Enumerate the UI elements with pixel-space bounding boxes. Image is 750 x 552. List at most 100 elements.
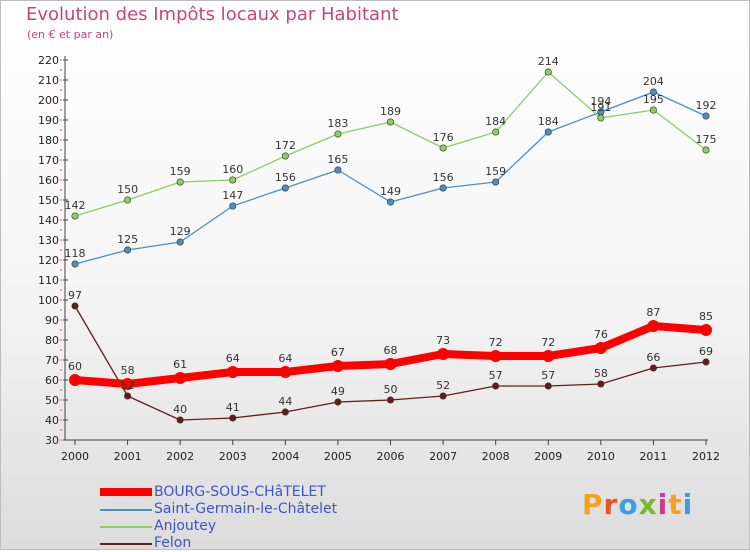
data-label: 67 (331, 346, 345, 359)
data-label: 66 (646, 351, 660, 364)
data-labels-layer: 118 125 129 147 156 165 149 156 159 184 194 204 192 1… (65, 55, 717, 416)
data-point (437, 348, 450, 360)
data-label: 189 (380, 105, 401, 118)
data-label: 60 (68, 360, 82, 373)
logo-letter: o (618, 488, 639, 521)
data-label: 160 (222, 163, 243, 176)
chart-subtitle: (en € et par an) (27, 28, 114, 41)
data-label: 64 (226, 352, 240, 365)
data-label: 50 (384, 383, 398, 396)
y-tick-label: 120 (38, 254, 59, 267)
x-tick-label: 2000 (61, 450, 89, 463)
data-point (279, 366, 292, 378)
data-point (281, 408, 289, 416)
data-point (489, 350, 502, 362)
data-point (281, 152, 289, 160)
legend-swatch-felon (100, 543, 152, 545)
data-point (121, 378, 134, 390)
data-point (384, 358, 397, 370)
data-point (649, 364, 657, 372)
data-label: 195 (643, 93, 664, 106)
data-point (176, 238, 184, 246)
data-point (702, 146, 710, 154)
legend-label-felon: Felon (154, 535, 192, 551)
data-point (492, 128, 500, 136)
data-label: 156 (275, 171, 296, 184)
x-tick-label: 2006 (377, 450, 405, 463)
y-tick-label: 50 (45, 394, 59, 407)
data-point (544, 382, 552, 390)
data-point (597, 114, 605, 122)
data-label: 176 (433, 131, 454, 144)
data-point (281, 184, 289, 192)
x-tick-label: 2003 (219, 450, 247, 463)
data-label: 68 (384, 344, 398, 357)
data-point (174, 372, 187, 384)
data-point (331, 360, 344, 372)
data-label: 118 (65, 247, 86, 260)
data-label: 149 (380, 185, 401, 198)
data-point (226, 366, 239, 378)
data-point (71, 212, 79, 220)
data-label: 76 (594, 328, 608, 341)
data-label: 57 (489, 369, 503, 382)
data-label: 194 (590, 95, 611, 108)
data-point (71, 302, 79, 310)
data-label: 57 (541, 369, 555, 382)
data-label: 40 (173, 403, 187, 416)
logo-letter: x (638, 488, 658, 521)
data-label: 159 (170, 165, 191, 178)
y-tick-label: 70 (45, 354, 59, 367)
data-label: 191 (590, 101, 611, 114)
x-tick-label: 2012 (692, 450, 720, 463)
legend-swatch-saint-germain (100, 509, 152, 511)
axes: 30 40 50 60 70 80 90 100 110 120 130 140 150 160 170 18… (38, 54, 720, 463)
data-label: 97 (68, 289, 82, 302)
x-tick-label: 2005 (324, 450, 352, 463)
data-point (334, 398, 342, 406)
data-point (649, 88, 657, 96)
y-tick-label: 110 (38, 274, 59, 287)
data-point (124, 196, 132, 204)
data-label: 147 (222, 189, 243, 202)
y-tick-label: 190 (38, 114, 59, 127)
data-label: 72 (489, 336, 503, 349)
data-label: 52 (436, 379, 450, 392)
data-point (597, 380, 605, 388)
proxiti-logo: Proxiti (582, 488, 693, 521)
data-point (334, 130, 342, 138)
data-label: 58 (594, 367, 608, 380)
data-point (649, 106, 657, 114)
y-tick-label: 130 (38, 234, 59, 247)
data-label: 150 (117, 183, 138, 196)
data-label: 192 (696, 99, 717, 112)
data-label: 175 (696, 133, 717, 146)
data-point (702, 358, 710, 366)
y-tick-label: 100 (38, 294, 59, 307)
y-tick-label: 90 (45, 314, 59, 327)
data-label: 156 (433, 171, 454, 184)
data-label: 52 (121, 379, 135, 392)
data-label: 184 (538, 115, 559, 128)
legend-label-bourg: BOURG-SOUS-CHâTELET (154, 484, 326, 500)
legend-swatch-bourg (100, 488, 152, 496)
data-label: 41 (226, 401, 240, 414)
y-tick-label: 140 (38, 214, 59, 227)
data-label: 61 (173, 358, 187, 371)
data-point (69, 374, 81, 386)
data-label: 165 (327, 153, 348, 166)
x-tick-label: 2007 (429, 450, 457, 463)
y-tick-label: 40 (45, 414, 59, 427)
data-label: 69 (699, 345, 713, 358)
data-point (386, 396, 394, 404)
data-label: 73 (436, 334, 450, 347)
data-label: 64 (278, 352, 292, 365)
data-label: 129 (170, 225, 191, 238)
data-point (386, 198, 394, 206)
data-point (544, 68, 552, 76)
logo-letter: P (582, 488, 604, 521)
data-point (439, 392, 447, 400)
data-label: 172 (275, 139, 296, 152)
